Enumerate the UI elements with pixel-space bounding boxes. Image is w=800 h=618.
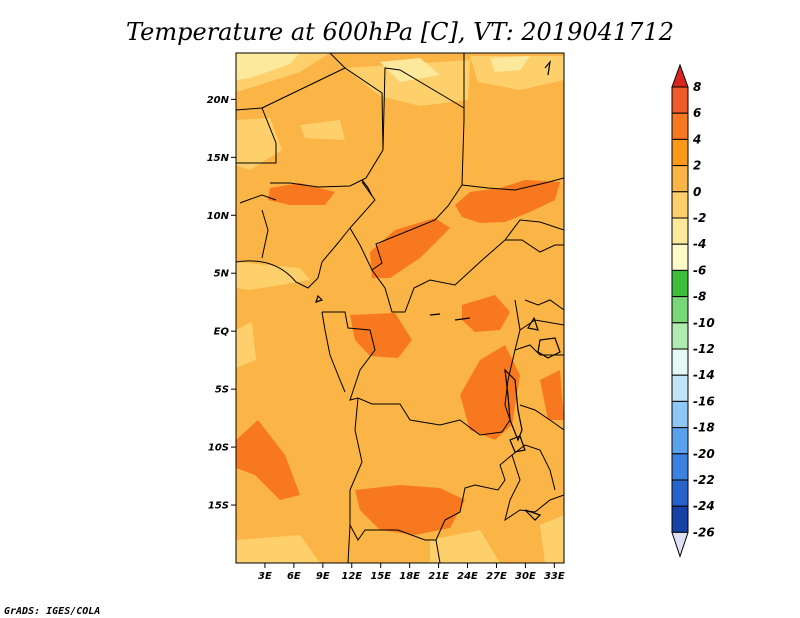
lon-tick-label: 30E [515,571,536,582]
colorbar-segment [671,243,689,271]
colorbar-label: 0 [693,185,701,199]
lon-tick-label: 9E [316,571,330,582]
colorbar-segment [671,479,689,507]
lon-tick-label: 33E [544,571,565,582]
colorbar-segment [671,296,689,324]
colorbar-label: -12 [693,342,715,356]
lon-tick-label: 27E [486,571,507,582]
lakes [315,59,561,521]
colorbar-segment [671,453,689,481]
lon-tick-label: 24E [457,571,478,582]
colorbar-segment [671,322,689,350]
colorbar-segment [671,138,689,167]
longitude-ticks: 3E 6E 9E 12E 15E 18E 21E 24E 27E 30E 33E [258,563,565,582]
lon-tick-label: 21E [428,571,449,582]
lat-tick-label: EQ [214,327,230,338]
lon-tick-label: 3E [258,571,272,582]
lat-tick-label: 5N [214,269,230,280]
colorbar-label: 6 [693,106,701,120]
colorbar-bottom-arrow [671,531,689,558]
colorbar-label: 4 [692,132,701,146]
colorbar-label: -22 [693,473,715,487]
colorbar-label: -4 [693,237,706,251]
map-frame [235,52,565,564]
colorbar-label: -18 [693,421,715,435]
lat-tick-label: 10N [207,211,230,222]
lat-tick-label: 10S [208,443,229,454]
colorbar-top-arrow [671,63,689,88]
colorbar-label: -8 [693,290,706,304]
plot-title: Temperature at 600hPa [C], VT: 201904171… [126,18,674,46]
lat-tick-label: 5S [215,385,229,396]
cool-patches [236,53,564,563]
map-panel: 20N 15N 10N 5N EQ 5S 10S 15S 3E 6E 9E 12E 15E 18E 21E… [207,52,565,582]
colorbar-segment [671,348,689,376]
colorbar-segment [671,269,689,298]
colorbar-segment [671,217,689,245]
colorbar: 8 6 4 2 0 -2 -4 -6 -8 -10 -12 -14 -16 -18 -20 -22 -24 -26 [671,63,715,558]
colorbar-segment [671,400,689,429]
colorbar-label: -2 [693,211,706,225]
colorbar-label: -10 [693,316,715,330]
lon-tick-label: 18E [399,571,420,582]
colorbar-segment [671,165,689,193]
colorbar-label: -26 [693,525,715,539]
colorbar-label: -14 [693,368,715,382]
lat-tick-label: 15N [207,153,230,164]
colorbar-segment [671,191,689,219]
lon-tick-label: 12E [341,571,362,582]
latitude-ticks: 20N 15N 10N 5N EQ 5S 10S 15S [207,95,236,512]
colorbar-segment [671,427,689,455]
colorbar-segment [671,505,689,533]
colorbar-label: -6 [693,263,706,277]
colorbar-segment [671,374,689,402]
colorbar-label: 2 [693,159,701,173]
lat-tick-label: 20N [207,95,230,106]
lon-tick-label: 15E [370,571,391,582]
colorbar-segment [671,86,689,114]
lat-tick-label: 15S [208,501,229,512]
lon-tick-label: 6E [287,571,301,582]
footer-credit: GrADS: IGES/COLA [4,606,100,617]
coolest-patches [236,53,530,82]
colorbar-label: 8 [693,80,701,94]
warm-patches [236,180,564,535]
colorbar-label: -24 [693,499,715,513]
colorbar-segment [671,112,689,140]
colorbar-label: -20 [693,447,715,461]
colorbar-label: -16 [693,394,715,408]
